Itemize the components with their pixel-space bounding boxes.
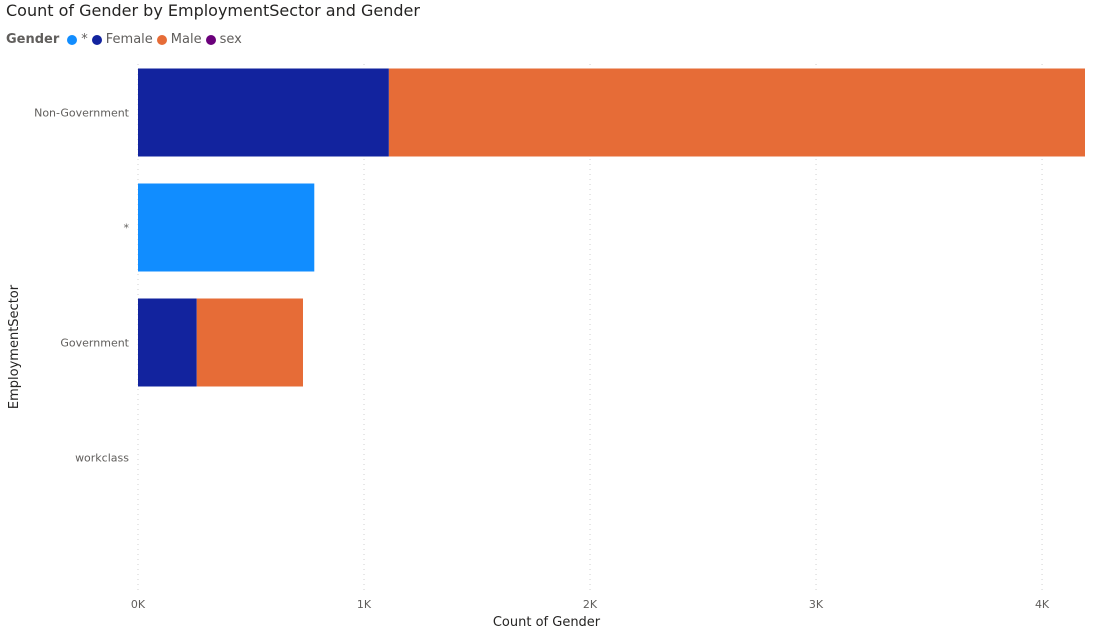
legend-dot-icon <box>67 34 78 45</box>
legend-item-female[interactable]: Female <box>91 32 153 47</box>
bar-segment <box>138 298 197 387</box>
legend-item-sex[interactable]: sex <box>205 32 242 47</box>
x-tick-label: 1K <box>357 598 372 611</box>
bar-segment <box>138 183 315 272</box>
y-category-label: Government <box>60 337 129 350</box>
bar-segment <box>138 68 389 157</box>
y-axis-title: EmploymentSector <box>7 284 22 409</box>
bar-segment <box>388 68 1086 157</box>
x-tick-label: 3K <box>809 598 824 611</box>
y-category-label: Non-Government <box>34 107 130 120</box>
legend-title: Gender <box>6 32 60 47</box>
legend: Gender * Female Male sex <box>6 32 246 47</box>
legend-label: Female <box>105 32 153 47</box>
bar-segment <box>196 298 303 387</box>
x-tick-label: 4K <box>1035 598 1050 611</box>
legend-item-star[interactable]: * <box>67 32 88 47</box>
x-tick-label: 0K <box>131 598 146 611</box>
legend-item-male[interactable]: Male <box>156 32 202 47</box>
y-category-label: * <box>124 222 130 235</box>
legend-dot-icon <box>205 34 216 45</box>
x-axis-title: Count of Gender <box>493 615 601 630</box>
chart-title: Count of Gender by EmploymentSector and … <box>6 1 420 20</box>
legend-label: * <box>81 32 88 47</box>
y-category-label: workclass <box>75 452 129 465</box>
legend-dot-icon <box>156 34 167 45</box>
legend-dot-icon <box>91 34 102 45</box>
legend-label: Male <box>170 32 202 47</box>
x-tick-label: 2K <box>583 598 598 611</box>
legend-label: sex <box>219 32 242 47</box>
